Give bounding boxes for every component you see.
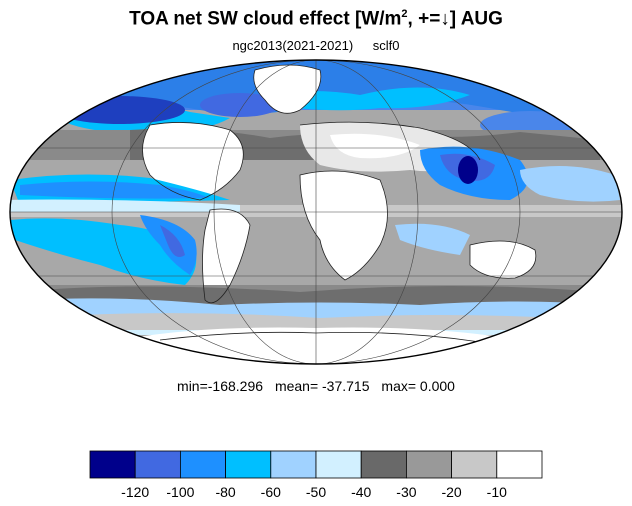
colorbar-tick-label: -120: [121, 484, 149, 500]
colorbar-tick-label: -80: [215, 484, 235, 500]
colorbar-swatch: [315, 450, 362, 479]
subtitle-experiment: ngc2013(2021-2021): [232, 38, 354, 53]
field-statistics: min=-168.296 mean= -37.715 max= 0.000: [0, 378, 632, 394]
colorbar-tick-label: -20: [441, 484, 461, 500]
map-outline: [9, 59, 623, 365]
stat-max: max= 0.000: [381, 378, 455, 394]
colorbar-swatch: [496, 450, 543, 479]
colorbar-swatch: [179, 450, 226, 479]
colorbar-swatch: [451, 450, 498, 479]
colorbar-swatch: [89, 450, 136, 479]
colorbar-tick-label: -100: [166, 484, 194, 500]
colorbar-swatch: [225, 450, 272, 479]
colorbar-swatch: [134, 450, 181, 479]
colorbar-swatch: [270, 450, 317, 479]
stat-mean: mean= -37.715: [274, 378, 370, 394]
colorbar-tick-label: -30: [396, 484, 416, 500]
colorbar-tick-label: -10: [487, 484, 507, 500]
stat-min: min=-168.296: [177, 378, 264, 394]
colorbar-tick-label: -60: [261, 484, 281, 500]
colorbar-swatch: [405, 450, 452, 479]
map-subtitle: ngc2013(2021-2021) sclf0: [0, 38, 632, 53]
colorbar-swatch: [360, 450, 407, 479]
colorbar-tick-label: -50: [306, 484, 326, 500]
subtitle-variable: sclf0: [372, 38, 400, 53]
map-title: TOA net SW cloud effect [W/m2, +=↓] AUG: [129, 8, 503, 30]
colorbar-tick-label: -40: [351, 484, 371, 500]
